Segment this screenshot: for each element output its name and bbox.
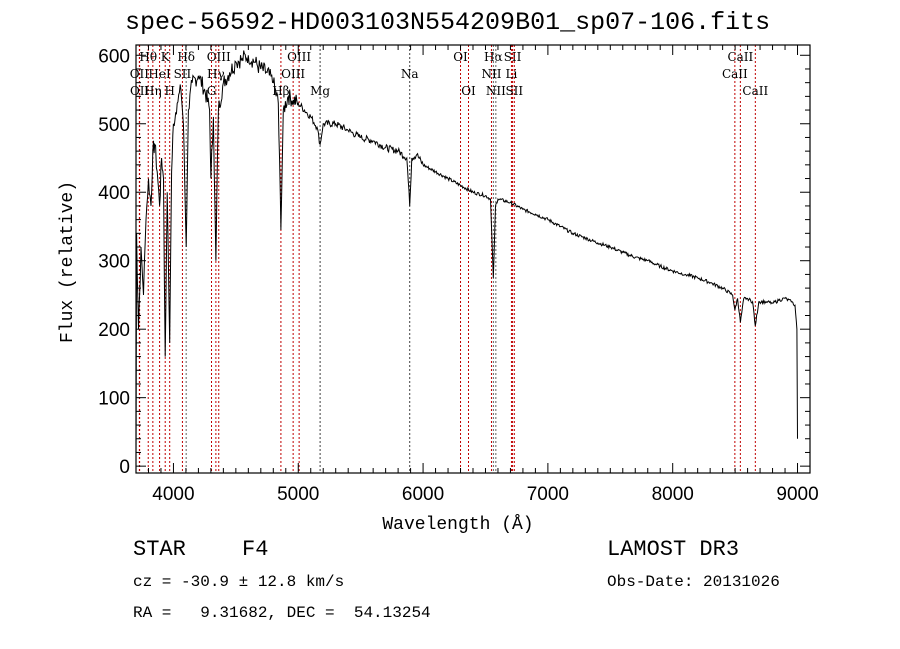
y-axis-label: Flux (relative) xyxy=(58,181,78,343)
x-tick-label: 9000 xyxy=(776,484,818,505)
line-marker-label: CaII xyxy=(722,67,748,81)
y-tick-label: 0 xyxy=(119,457,130,478)
y-tick-label: 500 xyxy=(98,115,130,136)
line-marker-label: Na xyxy=(401,67,419,81)
line-marker-label: SII xyxy=(504,50,522,64)
spectrum-line xyxy=(135,50,798,460)
line-marker-label: Hγ xyxy=(207,67,225,81)
line-marker-label: OI xyxy=(461,84,476,98)
line-marker-label: Mg xyxy=(310,84,330,98)
chart-title: spec-56592-HD003103N554209B01_sp07-106.f… xyxy=(125,8,771,37)
line-marker-label: K xyxy=(161,50,171,64)
line-marker-label: G xyxy=(207,84,217,98)
y-tick-label: 300 xyxy=(98,252,130,273)
x-tick-label: 5000 xyxy=(277,484,319,505)
x-axis-label: Wavelength (Å) xyxy=(382,514,533,535)
obs-date: Obs-Date: 20131026 xyxy=(607,573,780,591)
y-tick-label: 100 xyxy=(98,389,130,410)
x-tick-label: 4000 xyxy=(152,484,194,505)
line-marker-label: OIII xyxy=(287,50,311,64)
y-tick-label: 400 xyxy=(98,183,130,204)
line-marker-label: OIII xyxy=(207,50,231,64)
line-marker-label: SII xyxy=(505,84,523,98)
ra-dec: RA = 9.31682, DEC = 54.13254 xyxy=(133,604,431,622)
y-tick-label: 200 xyxy=(98,320,130,341)
y-tick-label: 600 xyxy=(98,46,130,67)
line-marker-label: Li xyxy=(506,67,518,81)
line-marker-label: NII xyxy=(486,84,506,98)
line-marker-label: Hθ xyxy=(139,50,157,64)
line-marker-label: HeI xyxy=(148,67,171,81)
x-tick-label: 6000 xyxy=(402,484,444,505)
line-marker-label: Hα xyxy=(484,50,503,64)
object-class: STAR xyxy=(133,537,186,562)
line-marker-label: CaII xyxy=(742,84,768,98)
line-marker-label: Hη xyxy=(144,84,162,98)
line-marker-label: SII xyxy=(174,67,192,81)
line-marker-label: OI xyxy=(453,50,468,64)
x-tick-label: 7000 xyxy=(527,484,569,505)
line-marker-label: H xyxy=(164,84,174,98)
line-marker-label: Hδ xyxy=(177,50,195,64)
line-marker-label: OII xyxy=(130,84,150,98)
survey-name: LAMOST DR3 xyxy=(607,537,740,562)
line-marker-label: NII xyxy=(481,67,501,81)
x-tick-label: 8000 xyxy=(652,484,694,505)
object-subclass: F4 xyxy=(242,537,269,562)
line-marker-label: OIII xyxy=(281,67,305,81)
plot-frame xyxy=(135,44,811,474)
redshift-cz: cz = -30.9 ± 12.8 km/s xyxy=(133,573,345,591)
line-marker-label: CaII xyxy=(727,50,753,64)
